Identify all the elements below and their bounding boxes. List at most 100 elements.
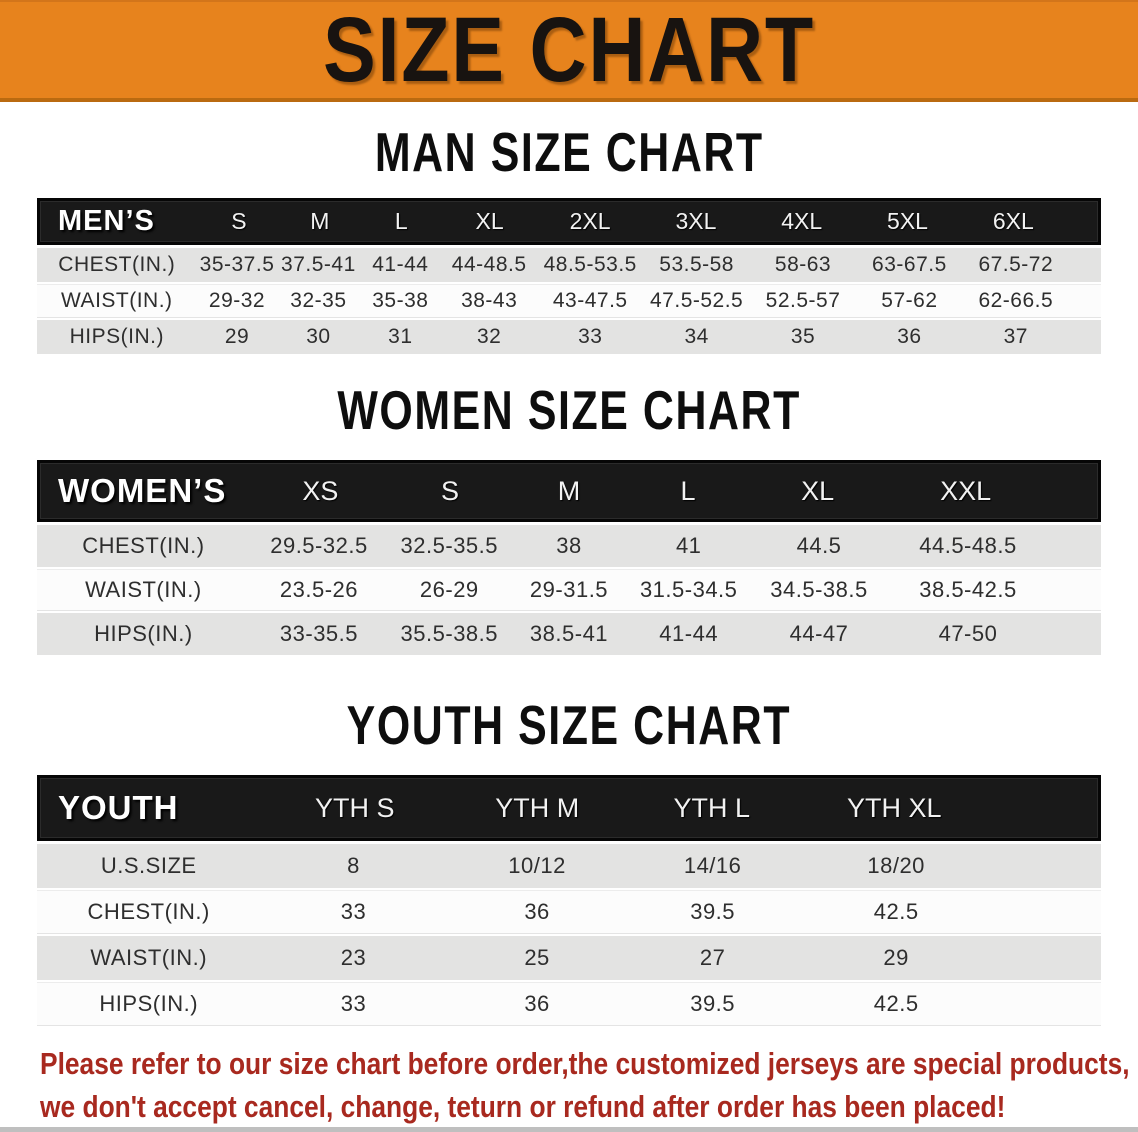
men-waist-in-4xl: 52.5-57 [765, 289, 841, 312]
women-row-hips-in: HIPS(IN.) 33-35.5 35.5-38.5 38.5-41 41-44 44-… [37, 613, 1101, 655]
youth-hips-in-yth-s: 33 [340, 991, 367, 1016]
youth-size-column-yth-l: YTH L [673, 792, 751, 823]
youth-size-chart-title-text: YOUTH SIZE CHART [346, 694, 792, 756]
youth-row-label-u-s-size: U.S.SIZE [100, 853, 197, 878]
youth-row-hips-in: HIPS(IN.) 33 36 39.5 42.5 [37, 982, 1101, 1026]
banner-title: SIZE CHART [323, 0, 815, 101]
women-hips-in-xxl: 47-50 [938, 621, 998, 646]
youth-waist-in-yth-s: 23 [340, 945, 367, 970]
mens-size-table: MEN’S S M L XL 2XL 3XL 4XL 5XL 6XL CHEST(IN.) 35-37… [37, 198, 1101, 354]
youth-chest-in-yth-l: 39.5 [690, 899, 736, 924]
men-waist-in-l: 35-38 [372, 289, 429, 312]
men-row-label-hips-in: HIPS(IN.) [69, 325, 164, 348]
women-size-chart-title: WOMEN SIZE CHART [0, 379, 1138, 441]
men-size-column-4xl: 4XL [781, 208, 823, 234]
men-size-column-m: M [310, 208, 330, 234]
men-row-label-chest-in: CHEST(IN.) [58, 253, 176, 276]
banner: SIZE CHART [0, 0, 1138, 102]
men-size-column-l: L [394, 208, 408, 234]
youth-table-header-row: YOUTH YTH S YTH M YTH L YTH XL [37, 775, 1101, 841]
youth-waist-in-yth-xl: 29 [883, 945, 909, 970]
men-waist-in-m: 32-35 [290, 289, 347, 312]
women-waist-in-s: 26-29 [419, 577, 479, 602]
youth-chest-in-yth-s: 33 [340, 899, 367, 924]
youth-row-label-hips-in: HIPS(IN.) [99, 991, 199, 1016]
women-size-column-s: S [440, 475, 459, 506]
women-hips-in-s: 35.5-38.5 [400, 621, 499, 646]
bottom-edge-line [0, 1127, 1138, 1132]
disclaimer: Please refer to our size chart before or… [40, 1042, 1138, 1128]
men-size-column-3xl: 3XL [675, 208, 717, 234]
youth-chest-in-yth-m: 36 [524, 899, 550, 924]
men-waist-in-3xl: 47.5-52.5 [650, 289, 744, 312]
men-hips-in-m: 30 [306, 325, 331, 348]
men-size-column-xl: XL [475, 208, 504, 234]
men-hips-in-l: 31 [388, 325, 413, 348]
men-table-header-row: MEN’S S M L XL 2XL 3XL 4XL 5XL 6XL [37, 198, 1101, 245]
youth-hips-in-yth-xl: 42.5 [873, 991, 919, 1016]
women-chest-in-xs: 29.5-32.5 [270, 533, 368, 558]
men-waist-in-2xl: 43-47.5 [552, 289, 628, 312]
man-size-chart-title-text: MAN SIZE CHART [374, 121, 764, 183]
youth-hips-in-yth-l: 39.5 [690, 991, 736, 1016]
women-chest-in-xxl: 44.5-48.5 [919, 533, 1017, 558]
men-size-column-5xl: 5XL [887, 208, 928, 234]
youth-u-s-size-yth-m: 10/12 [508, 853, 566, 878]
men-chest-in-xl: 44-48.5 [451, 253, 527, 276]
men-size-column-6xl: 6XL [992, 208, 1034, 234]
youth-row-waist-in: WAIST(IN.) 23 25 27 29 [37, 936, 1101, 980]
women-size-column-m: M [557, 475, 581, 506]
youth-row-u-s-size: U.S.SIZE 8 10/12 14/16 18/20 [37, 844, 1101, 888]
men-chest-in-l: 41-44 [372, 253, 429, 276]
disclaimer-line-1: Please refer to our size chart before or… [40, 1046, 1130, 1081]
women-hips-in-l: 41-44 [659, 621, 719, 646]
women-waist-in-xl: 34.5-38.5 [770, 577, 868, 602]
youth-u-s-size-yth-s: 8 [347, 853, 360, 878]
men-hips-in-4xl: 35 [790, 325, 816, 348]
women-size-column-l: L [680, 475, 696, 506]
men-size-column-s: S [231, 208, 247, 234]
men-hips-in-5xl: 36 [897, 325, 922, 348]
women-size-chart-title-text: WOMEN SIZE CHART [337, 379, 801, 441]
men-hips-in-6xl: 37 [1003, 325, 1028, 348]
men-hips-in-xl: 32 [476, 325, 502, 348]
women-waist-in-xxl: 38.5-42.5 [919, 577, 1017, 602]
men-waist-in-5xl: 57-62 [881, 289, 938, 312]
men-hips-in-3xl: 34 [684, 325, 709, 348]
women-table-header-row: WOMEN’S XS S M L XL XXL [37, 460, 1101, 522]
youth-size-column-yth-m: YTH M [495, 792, 580, 823]
women-size-column-xs: XS [302, 475, 339, 506]
men-row-label-waist-in: WAIST(IN.) [61, 289, 173, 312]
youth-header-label: YOUTH [58, 789, 179, 826]
women-hips-in-xl: 44-47 [789, 621, 849, 646]
women-hips-in-m: 38.5-41 [529, 621, 609, 646]
youth-chest-in-yth-xl: 42.5 [873, 899, 919, 924]
youth-u-s-size-yth-xl: 18/20 [867, 853, 925, 878]
man-size-chart-title: MAN SIZE CHART [0, 121, 1138, 183]
men-chest-in-5xl: 63-67.5 [872, 253, 947, 276]
women-row-waist-in: WAIST(IN.) 23.5-26 26-29 29-31.5 31.5-34.5 34… [37, 569, 1101, 611]
men-row-hips-in: HIPS(IN.) 29 30 31 32 33 34 35 36 37 [37, 320, 1101, 354]
women-row-chest-in: CHEST(IN.) 29.5-32.5 32.5-35.5 38 41 44.5 44.5… [37, 525, 1101, 567]
men-header-label: MEN’S [58, 205, 155, 237]
youth-size-column-yth-s: YTH S [314, 792, 395, 823]
women-row-label-hips-in: HIPS(IN.) [94, 621, 193, 646]
men-hips-in-2xl: 33 [578, 325, 603, 348]
women-waist-in-xs: 23.5-26 [279, 577, 359, 602]
women-chest-in-m: 38 [556, 533, 582, 558]
women-size-column-xl: XL [801, 475, 835, 506]
youth-u-s-size-yth-l: 14/16 [683, 853, 742, 878]
men-waist-in-6xl: 62-66.5 [978, 289, 1054, 312]
women-chest-in-xl: 44.5 [796, 533, 842, 558]
womens-size-table: WOMEN’S XS S M L XL XXL CHEST(IN.) 29.5-32.5 32.5… [37, 460, 1101, 655]
youth-hips-in-yth-m: 36 [524, 991, 550, 1016]
women-waist-in-m: 29-31.5 [529, 577, 609, 602]
youth-size-column-yth-xl: YTH XL [847, 792, 942, 823]
women-size-column-xxl: XXL [940, 475, 992, 506]
men-chest-in-m: 37.5-41 [281, 253, 356, 276]
youth-waist-in-yth-m: 25 [524, 945, 550, 970]
men-chest-in-3xl: 53.5-58 [659, 253, 734, 276]
youth-waist-in-yth-l: 27 [699, 945, 726, 970]
women-row-label-waist-in: WAIST(IN.) [85, 577, 202, 602]
